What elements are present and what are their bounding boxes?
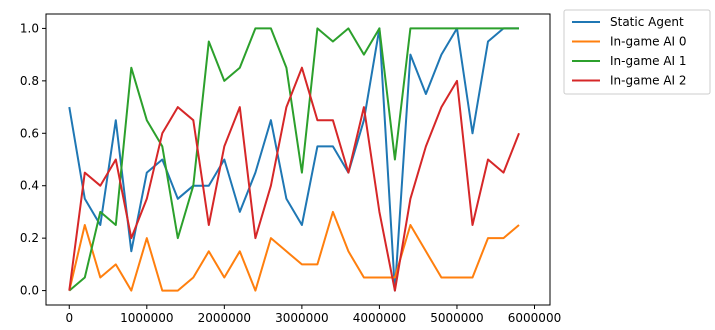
- legend-label: In-game AI 0: [610, 35, 687, 49]
- x-axis-ticks: 0 1000000 2000000 3000000 4000000 5000000 6000…: [65, 305, 561, 325]
- x-tick-label: 0: [65, 311, 73, 325]
- x-tick-label: 1000000: [120, 311, 173, 325]
- y-tick-label: 1.0: [20, 21, 39, 35]
- y-tick-label: 0.0: [20, 284, 39, 298]
- legend-box: [563, 9, 711, 95]
- x-tick-label: 4000000: [353, 311, 406, 325]
- x-tick-label: 2000000: [198, 311, 251, 325]
- series-line-2: [68, 27, 519, 292]
- y-axis-ticks: 0.0 0.2 0.4 0.6 0.8 1.0: [20, 21, 46, 298]
- legend-label: In-game AI 1: [610, 54, 687, 68]
- legend-label: In-game AI 2: [610, 74, 687, 88]
- y-tick-label: 0.4: [20, 179, 39, 193]
- x-tick-label: 6000000: [508, 311, 561, 325]
- y-tick-label: 0.2: [20, 231, 39, 245]
- plot-area: 0 1000000 2000000 3000000 4000000 5000000 6000…: [20, 13, 561, 325]
- y-tick-label: 0.8: [20, 74, 39, 88]
- series-layer: [68, 27, 520, 292]
- x-tick-label: 5000000: [430, 311, 483, 325]
- series-line-1: [68, 210, 520, 292]
- plot-frame: [45, 13, 551, 306]
- legend: Static Agent In-game AI 0 In-game AI 1 In-g…: [563, 9, 711, 95]
- y-tick-label: 0.6: [20, 126, 39, 140]
- series-line-0: [68, 27, 519, 292]
- series-line-3: [68, 66, 520, 292]
- x-tick-label: 3000000: [275, 311, 328, 325]
- legend-label: Static Agent: [610, 15, 684, 29]
